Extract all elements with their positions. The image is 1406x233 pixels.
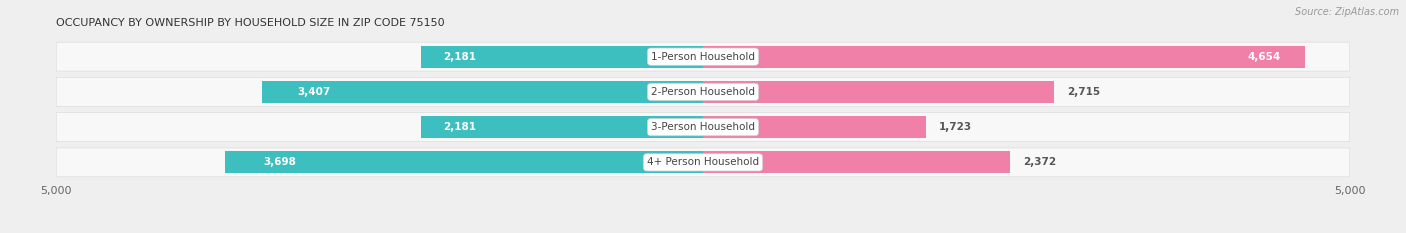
FancyBboxPatch shape xyxy=(56,77,1350,106)
Text: 3,698: 3,698 xyxy=(263,157,295,167)
Text: 2,181: 2,181 xyxy=(443,52,477,62)
FancyBboxPatch shape xyxy=(56,42,1350,71)
Legend: Owner-occupied, Renter-occupied: Owner-occupied, Renter-occupied xyxy=(582,232,824,233)
Text: Source: ZipAtlas.com: Source: ZipAtlas.com xyxy=(1295,7,1399,17)
Bar xyxy=(703,116,927,138)
Text: 1-Person Household: 1-Person Household xyxy=(651,52,755,62)
Text: OCCUPANCY BY OWNERSHIP BY HOUSEHOLD SIZE IN ZIP CODE 75150: OCCUPANCY BY OWNERSHIP BY HOUSEHOLD SIZE… xyxy=(56,18,444,28)
Text: 4,654: 4,654 xyxy=(1247,52,1281,62)
Text: 1,723: 1,723 xyxy=(939,122,972,132)
Bar xyxy=(420,46,703,68)
Text: 2,181: 2,181 xyxy=(443,122,477,132)
Text: 3-Person Household: 3-Person Household xyxy=(651,122,755,132)
Text: 4+ Person Household: 4+ Person Household xyxy=(647,157,759,167)
Text: 2,715: 2,715 xyxy=(1067,87,1101,97)
Bar xyxy=(703,81,1054,103)
Bar xyxy=(703,151,1010,173)
Text: 2-Person Household: 2-Person Household xyxy=(651,87,755,97)
Bar xyxy=(263,81,703,103)
Text: 3,407: 3,407 xyxy=(298,87,330,97)
FancyBboxPatch shape xyxy=(56,113,1350,142)
FancyBboxPatch shape xyxy=(56,148,1350,177)
Text: 2,372: 2,372 xyxy=(1022,157,1056,167)
Bar xyxy=(225,151,703,173)
Bar xyxy=(420,116,703,138)
Bar xyxy=(703,46,1305,68)
